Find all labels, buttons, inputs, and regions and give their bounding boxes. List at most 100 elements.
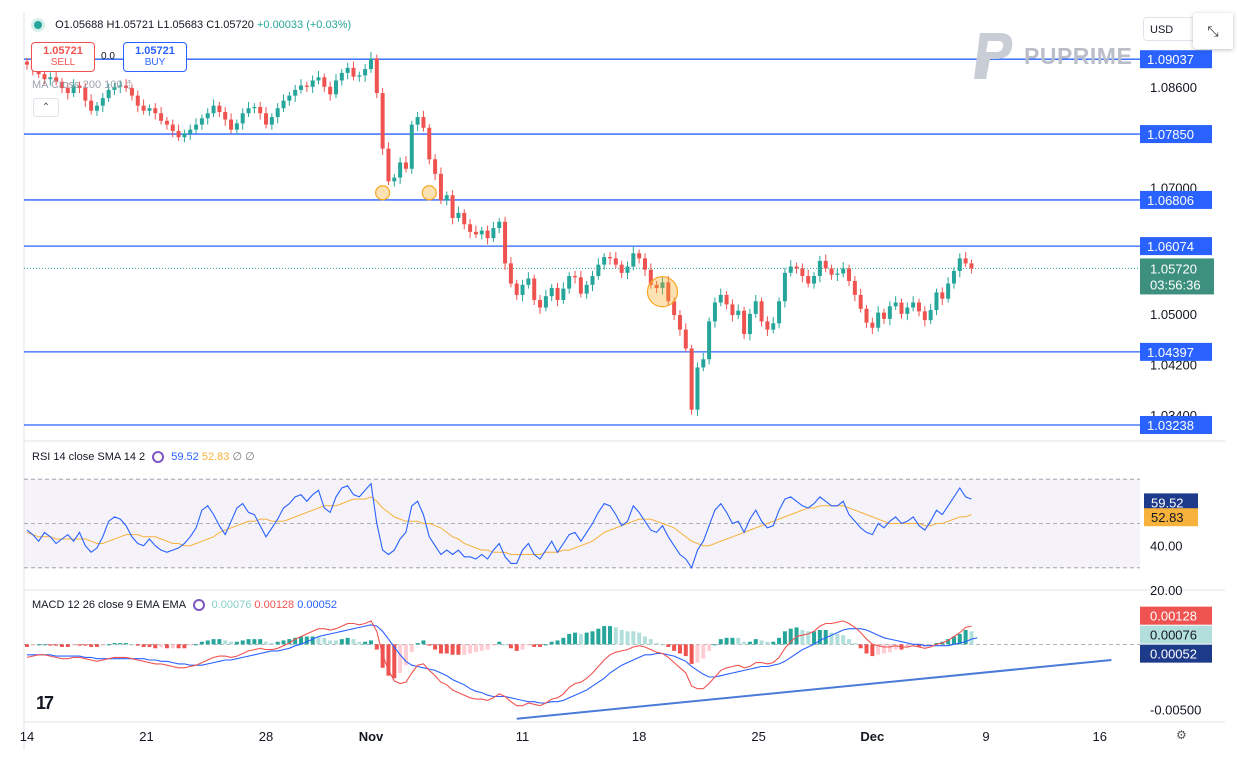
- candle-body: [561, 288, 566, 300]
- candle-body: [637, 253, 642, 259]
- candle-body: [800, 268, 805, 276]
- candle-body: [928, 310, 933, 321]
- macd-histogram-bar: [625, 631, 630, 645]
- macd-histogram-bar: [672, 644, 677, 651]
- macd-histogram-bar: [963, 630, 968, 645]
- candle-body: [339, 72, 344, 81]
- collapse-legend-button[interactable]: ⌃: [33, 98, 59, 117]
- macd-histogram-bar: [246, 639, 251, 645]
- ohlc-open: O1.05688: [55, 19, 104, 31]
- candle-body: [882, 312, 887, 319]
- time-axis-label: Nov: [359, 729, 384, 744]
- candle-body: [223, 112, 228, 120]
- candle-body: [538, 299, 543, 308]
- macd-histogram-bar: [479, 644, 484, 651]
- macd-histogram-bar: [771, 641, 776, 645]
- macd-histogram-bar: [712, 644, 717, 646]
- gear-icon[interactable]: ⚙: [1176, 728, 1187, 742]
- candle-body: [596, 264, 601, 276]
- macd-histogram-bar: [357, 641, 362, 645]
- macd-histogram-bar: [421, 640, 426, 645]
- macd-histogram-bar: [823, 630, 828, 645]
- candle-body: [660, 282, 665, 288]
- macd-histogram-bar: [205, 640, 210, 645]
- candle-body: [386, 148, 391, 182]
- rsi-line: [26, 482, 972, 570]
- macd-histogram-bar: [444, 644, 449, 654]
- macd-histogram-bar: [800, 630, 805, 645]
- candle-body: [864, 308, 869, 323]
- macd-histogram-bar: [584, 632, 589, 645]
- candle-body: [893, 302, 898, 307]
- macd-value-box: [1140, 644, 1212, 663]
- candle-body: [841, 268, 846, 274]
- macd-histogram-bar: [234, 641, 239, 645]
- ohlc-high: H1.05721: [106, 19, 155, 31]
- candle-body: [852, 281, 857, 295]
- candle-body: [491, 228, 496, 239]
- macd-histogram-bar: [905, 644, 910, 649]
- ohlc-low: L1.05683: [157, 19, 204, 31]
- macd-histogram-bar: [287, 639, 292, 645]
- expand-button[interactable]: ⤡: [1193, 13, 1233, 49]
- ma-cross-legend[interactable]: MA Cross 200 100 ⦽: [32, 79, 133, 92]
- ohlc-change: +0.00033 (+0.03%): [256, 19, 352, 31]
- spread-value: 0.0: [101, 51, 115, 62]
- candle-body: [666, 282, 671, 302]
- candle-body: [847, 268, 852, 282]
- candle-body: [817, 260, 822, 276]
- macd-histogram-bar: [77, 644, 82, 646]
- macd-histogram-bar: [468, 644, 473, 654]
- macd-signal-line: [27, 624, 978, 704]
- candle-body: [736, 310, 741, 316]
- candle-body: [112, 86, 117, 90]
- macd-histogram-bar: [596, 628, 601, 645]
- macd-histogram-bar: [176, 644, 181, 649]
- candle-body: [141, 105, 146, 111]
- macd-histogram-bar: [264, 641, 269, 645]
- time-axis-label: 16: [1092, 729, 1106, 744]
- macd-tick-label: -0.00500: [1150, 703, 1201, 718]
- tradingview-logo[interactable]: 17: [36, 693, 54, 713]
- candle-body: [835, 273, 840, 275]
- macd-histogram-bar: [882, 644, 887, 654]
- market-status-icon: [34, 21, 42, 30]
- highlight-marker: [646, 276, 679, 308]
- macd-legend[interactable]: MACD 12 26 close 9 EMA EMA 0.00076 0.001…: [32, 599, 337, 612]
- macd-histogram-bar: [532, 644, 537, 647]
- macd-histogram-bar: [129, 644, 134, 646]
- candle-body: [625, 266, 630, 273]
- candle-body: [508, 263, 513, 284]
- macd-histogram-bar: [497, 641, 502, 645]
- candle-body: [333, 80, 338, 95]
- time-axis-label: 9: [982, 729, 989, 744]
- level-label: 1.06806: [1147, 193, 1194, 208]
- candle-body: [806, 276, 811, 284]
- candle-body: [83, 88, 88, 101]
- macd-histogram-bar: [817, 630, 822, 645]
- macd-histogram-bar: [351, 639, 356, 645]
- hidden-eye-icon[interactable]: ⦽: [125, 79, 133, 91]
- macd-histogram-bar: [759, 640, 764, 645]
- candle-body: [730, 304, 735, 316]
- macd-histogram-bar: [701, 644, 706, 659]
- macd-histogram-bar: [928, 644, 933, 646]
- macd-histogram-bar: [543, 644, 548, 646]
- macd-histogram-bar: [83, 644, 88, 646]
- candle-body: [328, 86, 333, 95]
- candle-body: [916, 302, 921, 312]
- rsi-sma-legend-value: 52.83: [201, 451, 230, 463]
- macd-histogram-bar: [135, 644, 140, 646]
- candle-body: [887, 306, 892, 319]
- sell-button[interactable]: 1.05721 SELL: [31, 42, 95, 72]
- macd-histogram-bar: [153, 644, 158, 649]
- rsi-legend[interactable]: RSI 14 close SMA 14 2 59.52 52.83 ∅ ∅: [32, 450, 255, 464]
- candle-body: [549, 287, 554, 297]
- currency-select[interactable]: USD: [1143, 17, 1199, 41]
- buy-button[interactable]: 1.05721 BUY: [123, 42, 187, 72]
- macd-histogram-bar: [887, 644, 892, 653]
- macd-histogram-bar: [858, 644, 863, 649]
- macd-value-box: [1140, 625, 1212, 644]
- candle-body: [631, 253, 636, 267]
